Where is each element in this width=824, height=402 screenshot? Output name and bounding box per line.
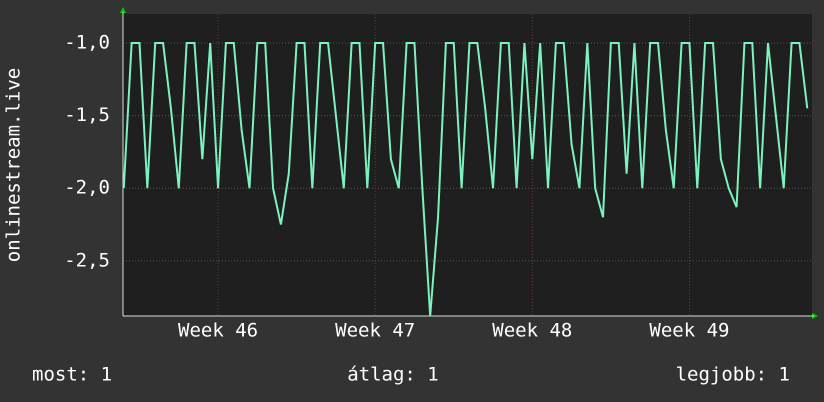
y-tick-label: -1,0 (64, 32, 110, 54)
x-tick-label: Week 49 (649, 320, 729, 342)
x-tick-label: Week 46 (178, 320, 258, 342)
x-tick-label: Week 47 (335, 320, 415, 342)
footer-avg: átlag: 1 (347, 364, 439, 386)
plot-area (123, 14, 812, 316)
footer-now: most: 1 (32, 364, 112, 386)
data-line (122, 42, 809, 317)
y-axis-label: onlinestream.live (3, 68, 25, 262)
axis-arrow (812, 313, 818, 319)
x-tick-label: Week 48 (492, 320, 572, 342)
y-tick-label: -2,0 (64, 177, 110, 199)
footer-max: legjobb: 1 (676, 364, 790, 386)
axis-arrow (120, 7, 126, 13)
y-tick-label: -2,5 (64, 249, 110, 271)
y-tick-label: -1,5 (64, 104, 110, 126)
